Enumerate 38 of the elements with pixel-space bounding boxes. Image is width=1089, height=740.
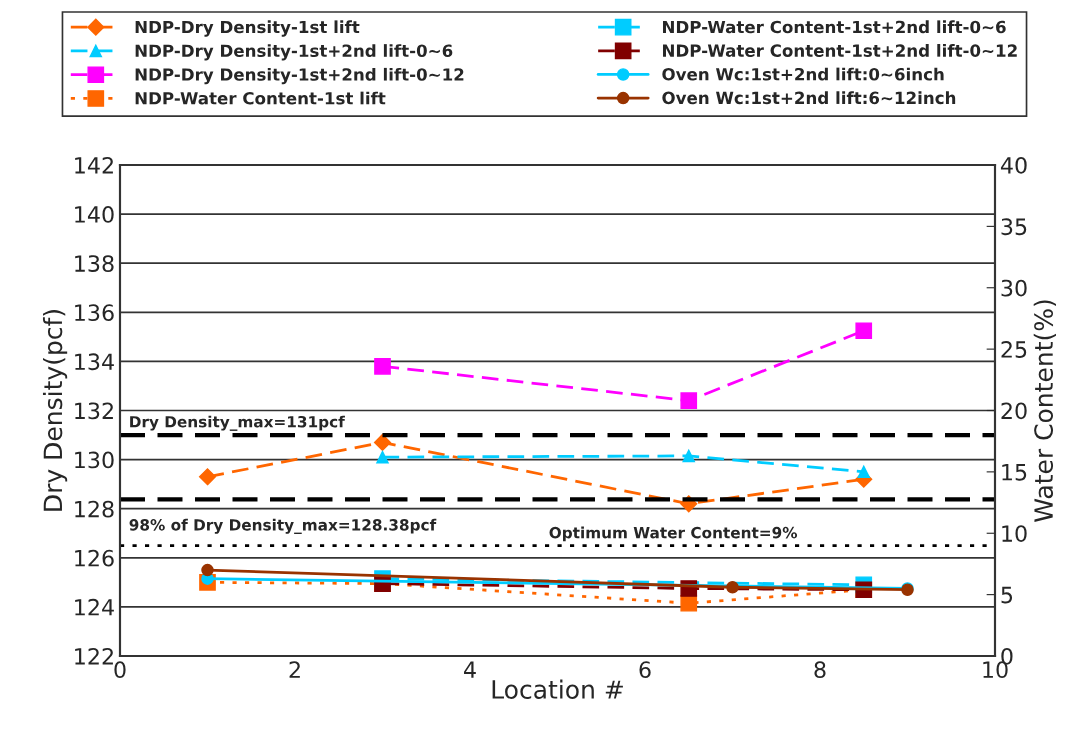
x-tick-label: 2: [289, 661, 300, 678]
ref-line-label: 98% of Dry Density_max=128.38pcf: [129, 518, 437, 535]
ref-line-label: Dry Density_max=131pcf: [130, 415, 345, 431]
x-tick-label: 0: [114, 661, 126, 679]
y2-tick-label: 10: [1002, 525, 1027, 543]
y-tick-label: 132: [75, 402, 113, 420]
legend-label: Oven Wc:1st+2nd lift:6~12inch: [662, 91, 956, 105]
y2-tick-label: 15: [1002, 464, 1027, 481]
y2-tick-label: 25: [1001, 341, 1027, 358]
x-tick-label: 8: [814, 661, 826, 679]
x-tick-label: 6: [639, 661, 651, 679]
y2-tick-label: 30: [1001, 279, 1027, 297]
legend-label: NDP-Dry Density-1st+2nd lift-0~12: [135, 67, 464, 85]
legend-label: NDP-Water Content-1st+2nd lift-0~6: [663, 20, 1006, 34]
legend-label: NDP-Dry Density-1st lift: [135, 20, 360, 37]
y2-tick-label: 5: [1001, 586, 1013, 604]
y2-tick-label: 35: [1001, 218, 1027, 236]
legend-label: NDP-Dry Density-1st+2nd lift-0~6: [135, 44, 453, 61]
y-tick-label: 140: [75, 206, 114, 223]
y-tick-label: 126: [75, 549, 114, 567]
y-tick-label: 130: [75, 451, 114, 469]
y-tick-label: 134: [75, 353, 114, 371]
y-axis-title: Dry Density(pcf): [42, 310, 68, 511]
ref-line-label: Optimum Water Content=9%: [549, 526, 798, 542]
x-tick-label: 4: [464, 661, 476, 678]
legend-label: NDP-Water Content-1st+2nd lift-0~12: [663, 44, 1017, 57]
y-tick-label: 124: [75, 598, 114, 616]
y-tick-label: 142: [75, 156, 113, 174]
legend-label: NDP-Water Content-1st lift: [135, 91, 386, 105]
y-tick-label: 122: [75, 647, 113, 665]
y-tick-label: 136: [75, 304, 114, 322]
legend-label: Oven Wc:1st+2nd lift:0~6inch: [662, 67, 944, 81]
y2-tick-label: 20: [1001, 402, 1027, 420]
y-tick-label: 128: [75, 500, 114, 518]
y-tick-label: 138: [75, 255, 114, 272]
y2-axis-title: Water Content(%): [1033, 300, 1056, 522]
x-axis-title: Location #: [492, 679, 623, 699]
y2-tick-label: 40: [1000, 156, 1027, 174]
